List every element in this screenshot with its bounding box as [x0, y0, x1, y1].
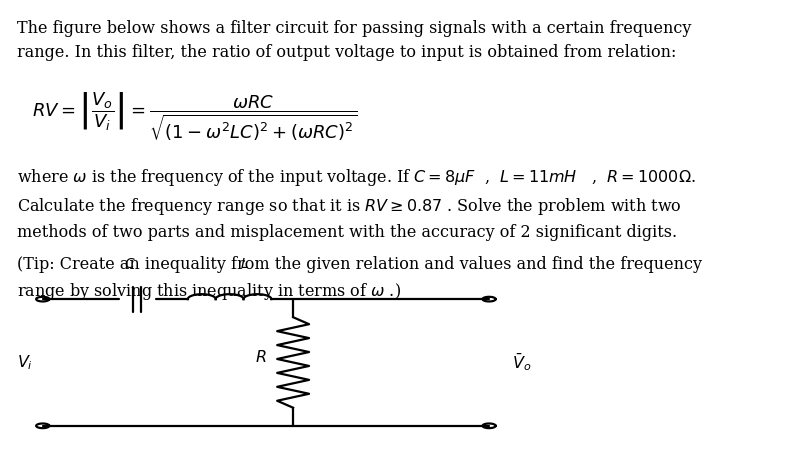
Text: (Tip: Create an inequality from the given relation and values and find the frequ: (Tip: Create an inequality from the give…	[17, 256, 702, 302]
Text: $L$: $L$	[240, 257, 249, 271]
Text: $R$: $R$	[254, 349, 266, 366]
Text: $C$: $C$	[124, 257, 135, 271]
Text: $\mathit{RV} = \left|\dfrac{V_o}{V_i}\right| = \dfrac{\omega RC}{\sqrt{(1-\omega: $\mathit{RV} = \left|\dfrac{V_o}{V_i}\ri…	[32, 91, 357, 143]
Text: The figure below shows a filter circuit for passing signals with a certain frequ: The figure below shows a filter circuit …	[17, 20, 691, 61]
Text: $V_i$: $V_i$	[17, 353, 32, 372]
Text: $\bar{V}_o$: $\bar{V}_o$	[512, 351, 531, 373]
Text: where $\omega$ is the frequency of the input voltage. If $C = 8\mu F$  ,  $L = 1: where $\omega$ is the frequency of the i…	[17, 167, 696, 241]
